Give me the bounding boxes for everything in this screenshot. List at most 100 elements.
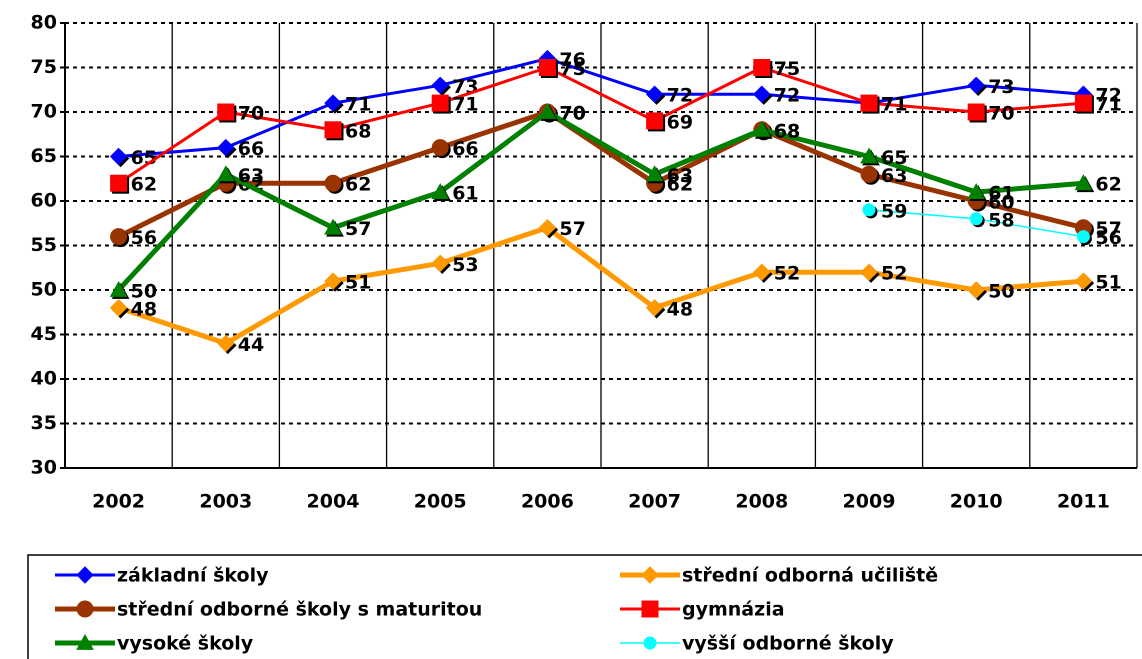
data-label: 71 xyxy=(452,94,478,116)
data-label: 69 xyxy=(667,111,693,133)
marker xyxy=(1074,94,1092,112)
data-label: 71 xyxy=(1095,94,1121,116)
data-label: 51 xyxy=(1095,272,1121,294)
legend-item: střední odborné školy s maturitou xyxy=(55,599,482,621)
marker xyxy=(1076,230,1090,244)
data-label: 53 xyxy=(452,254,478,276)
marker xyxy=(324,174,342,192)
marker xyxy=(76,566,94,584)
data-label: 51 xyxy=(345,272,371,294)
data-label: 63 xyxy=(667,165,693,187)
legend-item: střední odborná učiliště xyxy=(620,565,938,587)
data-label: 71 xyxy=(881,94,907,116)
data-label: 57 xyxy=(559,218,585,240)
marker xyxy=(110,174,128,192)
data-label: 75 xyxy=(559,58,585,80)
data-label: 56 xyxy=(131,227,157,249)
series-line xyxy=(117,66,1084,185)
data-label: 65 xyxy=(881,147,907,169)
data-label: 72 xyxy=(1095,85,1121,107)
y-tick-label: 80 xyxy=(31,12,57,34)
data-label: 63 xyxy=(881,165,907,187)
data-label: 61 xyxy=(452,183,478,205)
data-label: 56 xyxy=(1095,227,1121,249)
y-tick-label: 65 xyxy=(31,145,57,167)
data-label: 68 xyxy=(345,120,371,142)
x-tick-label: 2007 xyxy=(628,491,681,513)
marker xyxy=(109,280,128,297)
data-label: 63 xyxy=(238,165,264,187)
x-tick-label: 2010 xyxy=(950,491,1003,513)
legend-item: gymnázia xyxy=(620,599,785,621)
x-tick-label: 2008 xyxy=(735,491,788,513)
series-line xyxy=(117,109,1085,239)
legend-box xyxy=(27,554,1142,659)
marker xyxy=(217,103,235,121)
data-label: 62 xyxy=(345,174,371,196)
legend-item: vysoké školy xyxy=(55,633,254,655)
marker xyxy=(431,254,449,273)
data-label: 48 xyxy=(131,298,157,320)
y-tick-label: 75 xyxy=(31,56,57,78)
marker xyxy=(753,263,771,281)
legend-label: střední odborná učiliště xyxy=(682,565,938,587)
marker xyxy=(645,85,664,103)
marker xyxy=(860,94,878,112)
y-tick-label: 50 xyxy=(31,279,57,301)
data-label: 48 xyxy=(667,298,693,320)
data-label: 59 xyxy=(881,200,907,222)
marker xyxy=(969,212,983,226)
data-label: 58 xyxy=(988,209,1014,231)
data-label: 70 xyxy=(559,103,585,125)
y-tick-label: 70 xyxy=(31,101,57,123)
marker xyxy=(862,203,876,217)
x-tick-label: 2005 xyxy=(414,491,467,513)
marker xyxy=(645,299,664,317)
data-label: 44 xyxy=(238,334,264,356)
marker xyxy=(860,147,878,164)
marker xyxy=(216,165,235,182)
data-label: 62 xyxy=(1095,174,1121,196)
marker xyxy=(538,59,556,76)
x-tick-label: 2004 xyxy=(307,491,360,513)
data-label: 50 xyxy=(131,281,157,303)
marker xyxy=(860,263,878,281)
x-tick-label: 2009 xyxy=(843,491,896,513)
data-label: 66 xyxy=(238,138,264,160)
marker xyxy=(431,139,449,157)
data-label: 60 xyxy=(988,192,1014,214)
marker xyxy=(76,633,94,650)
marker xyxy=(431,183,450,199)
data-label: 70 xyxy=(559,103,585,125)
legend-label: gymnázia xyxy=(682,599,785,621)
legend-label: střední odborné školy s maturitou xyxy=(117,599,482,621)
marker xyxy=(967,183,986,199)
marker xyxy=(643,636,657,650)
marker xyxy=(324,121,342,139)
data-label: 70 xyxy=(238,103,264,125)
y-tick-label: 30 xyxy=(31,457,57,479)
marker xyxy=(324,218,342,235)
marker xyxy=(753,85,771,103)
data-label: 50 xyxy=(988,281,1014,303)
legend-label: vyšší odborné školy xyxy=(682,633,894,655)
data-label: 68 xyxy=(774,120,800,142)
data-label: 71 xyxy=(345,94,371,116)
data-label: 52 xyxy=(881,263,907,285)
series-line xyxy=(118,57,1084,158)
data-label: 75 xyxy=(774,58,800,80)
y-tick-label: 55 xyxy=(31,234,57,256)
data-label: 76 xyxy=(559,49,585,71)
data-label: 57 xyxy=(1095,218,1121,240)
data-label: 72 xyxy=(667,85,693,107)
x-tick-label: 2002 xyxy=(92,491,145,513)
series-line xyxy=(117,225,1084,346)
data-label: 70 xyxy=(988,103,1014,125)
marker xyxy=(752,120,771,137)
marker xyxy=(431,76,449,95)
legend-item: vyšší odborné školy xyxy=(620,633,894,655)
data-label: 73 xyxy=(988,76,1014,98)
marker xyxy=(646,112,664,130)
marker xyxy=(217,138,235,157)
